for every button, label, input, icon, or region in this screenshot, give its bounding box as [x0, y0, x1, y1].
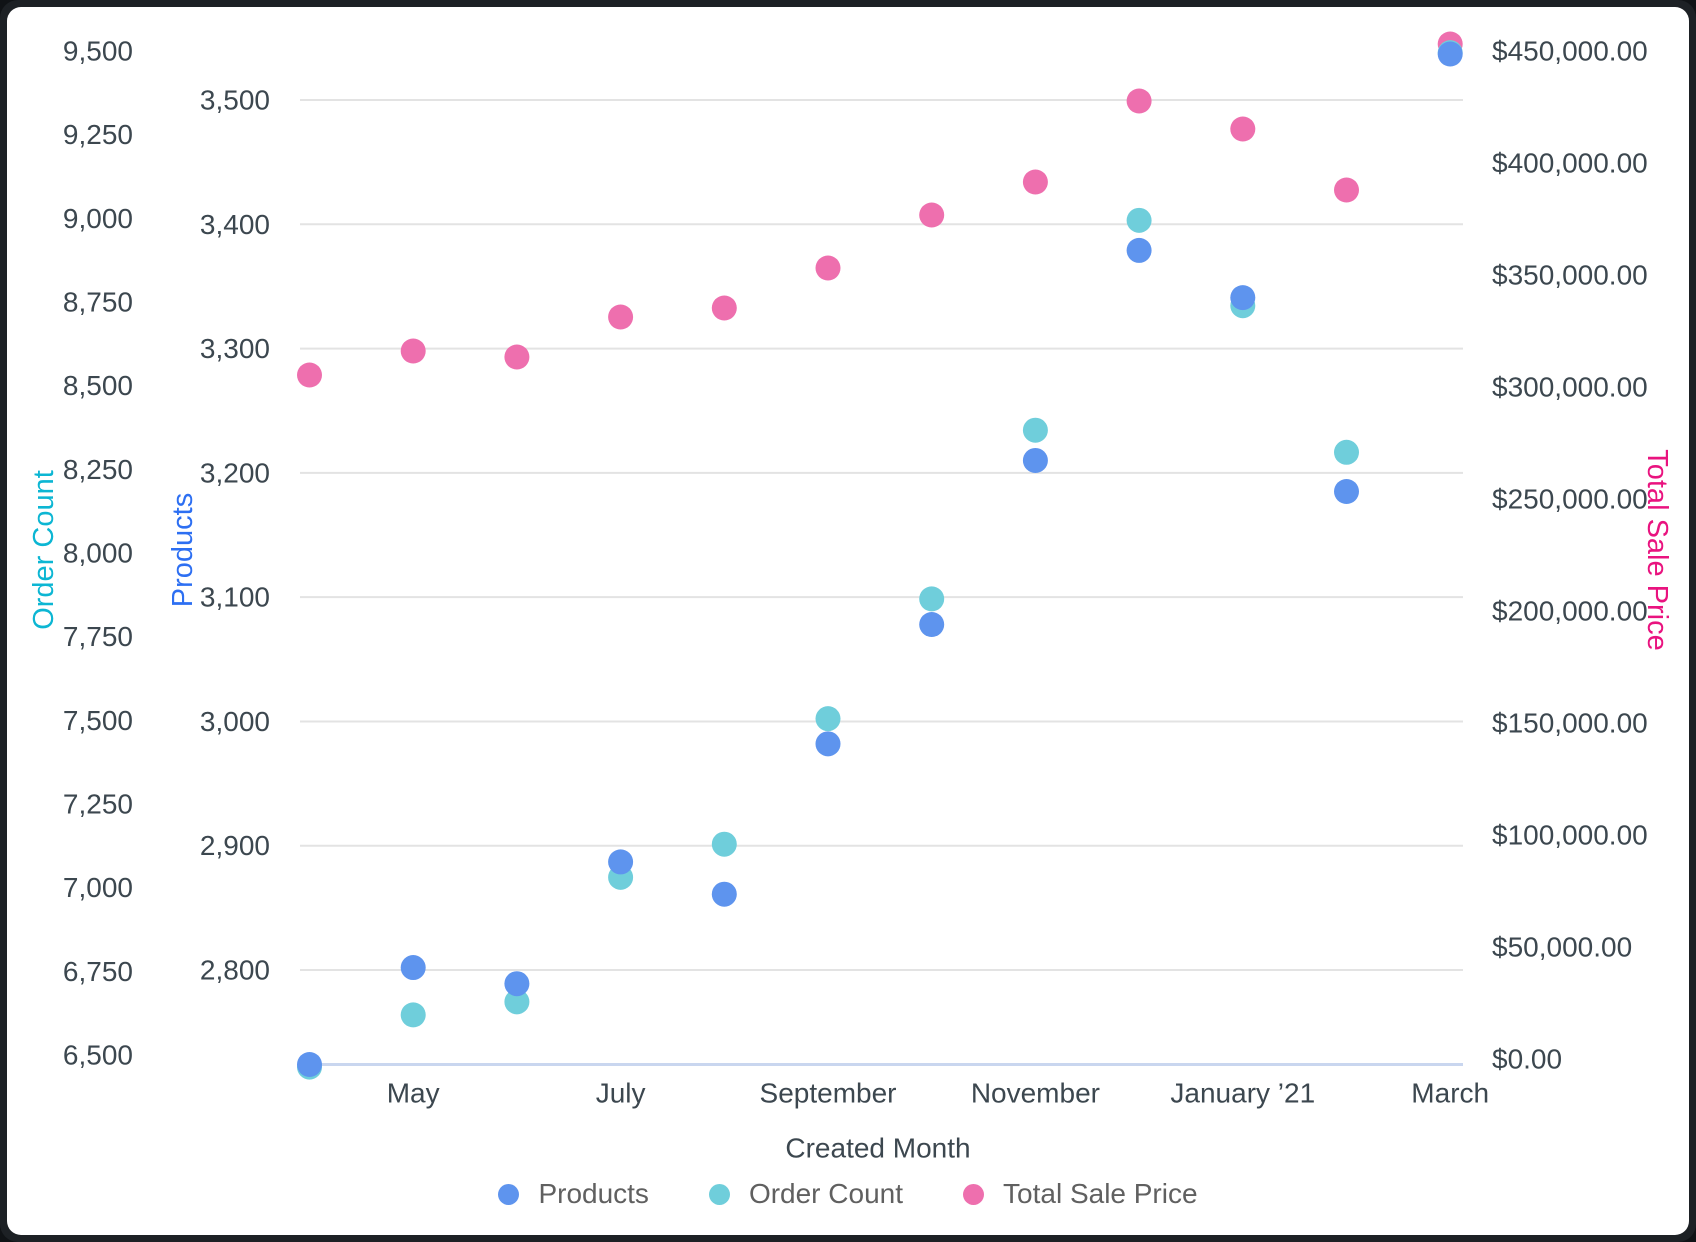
- data-point-total-sale-price[interactable]: [711, 295, 737, 321]
- total-sale-price-tick-label: $300,000.00: [1492, 372, 1648, 403]
- data-point-products[interactable]: [919, 612, 945, 638]
- x-tick-label: July: [596, 1078, 646, 1109]
- data-point-products[interactable]: [1126, 237, 1152, 263]
- order-count-tick-label: 7,250: [63, 789, 133, 820]
- data-point-total-sale-price[interactable]: [504, 344, 530, 370]
- total-sale-price-tick-label: $400,000.00: [1492, 148, 1648, 179]
- data-point-products[interactable]: [297, 1051, 322, 1077]
- total-sale-price-tick-label: $450,000.00: [1492, 36, 1648, 67]
- data-point-order-count[interactable]: [1334, 439, 1359, 465]
- products-tick-label: 3,000: [200, 706, 270, 737]
- legend-dot-icon: [963, 1183, 985, 1205]
- data-point-order-count[interactable]: [919, 586, 945, 612]
- x-tick-label: May: [387, 1078, 440, 1109]
- products-axis-title: Products: [167, 493, 199, 607]
- order-count-tick-label: 7,000: [63, 872, 133, 903]
- products-tick-label: 3,100: [200, 582, 270, 613]
- products-tick-label: 3,200: [200, 457, 270, 488]
- data-point-order-count[interactable]: [711, 831, 737, 857]
- order-count-tick-label: 8,250: [63, 454, 133, 485]
- order-count-tick-label: 9,000: [63, 203, 133, 234]
- products-tick-label: 3,500: [200, 85, 270, 116]
- data-point-products[interactable]: [608, 849, 634, 875]
- total-sale-price-tick-label: $200,000.00: [1492, 596, 1648, 627]
- legend-item-order-count[interactable]: Order Count: [708, 1178, 904, 1210]
- data-point-total-sale-price[interactable]: [919, 202, 945, 228]
- total-sale-price-tick-label: $350,000.00: [1492, 260, 1648, 291]
- order-count-tick-label: 9,500: [63, 36, 133, 67]
- total-sale-price-tick-label: $250,000.00: [1492, 484, 1648, 515]
- data-point-order-count[interactable]: [504, 989, 530, 1015]
- data-point-products[interactable]: [400, 955, 426, 981]
- data-point-products[interactable]: [1022, 447, 1048, 473]
- data-point-products[interactable]: [815, 731, 841, 757]
- order-count-tick-label: 8,000: [63, 538, 133, 569]
- total-sale-price-tick-label: $150,000.00: [1492, 708, 1648, 739]
- order-count-tick-label: 8,500: [63, 370, 133, 401]
- legend-item-products[interactable]: Products: [498, 1178, 649, 1210]
- legend-dot-icon: [708, 1183, 730, 1205]
- data-point-order-count[interactable]: [1126, 207, 1152, 233]
- products-tick-label: 2,800: [200, 955, 270, 986]
- chart-card: [7, 7, 1689, 1235]
- data-point-total-sale-price[interactable]: [400, 338, 426, 364]
- x-tick-label: January ’21: [1170, 1078, 1315, 1109]
- order-count-tick-label: 6,500: [63, 1040, 133, 1071]
- data-point-total-sale-price[interactable]: [1230, 116, 1256, 142]
- data-point-total-sale-price[interactable]: [1334, 177, 1359, 203]
- x-tick-label: March: [1411, 1078, 1489, 1109]
- order-count-tick-label: 9,250: [63, 119, 133, 150]
- x-tick-label: September: [760, 1078, 897, 1109]
- data-point-total-sale-price[interactable]: [815, 255, 841, 281]
- legend-label: Products: [538, 1178, 649, 1209]
- data-point-order-count[interactable]: [400, 1002, 426, 1028]
- x-tick-label: November: [971, 1078, 1100, 1109]
- order-count-tick-label: 7,750: [63, 621, 133, 652]
- legend-dot-icon: [498, 1183, 520, 1205]
- order-count-tick-label: 8,750: [63, 287, 133, 318]
- total-sale-price-tick-label: $0.00: [1492, 1044, 1562, 1075]
- legend-item-total-sale-price[interactable]: Total Sale Price: [963, 1178, 1198, 1210]
- data-point-total-sale-price[interactable]: [297, 362, 322, 388]
- data-point-total-sale-price[interactable]: [1022, 169, 1048, 195]
- products-tick-label: 2,900: [200, 830, 270, 861]
- x-axis-title: Created Month: [785, 1133, 970, 1164]
- order-count-tick-label: 6,750: [63, 956, 133, 987]
- data-point-total-sale-price[interactable]: [1126, 88, 1152, 114]
- data-point-order-count[interactable]: [1022, 417, 1048, 443]
- total-sale-price-tick-label: $50,000.00: [1492, 932, 1632, 963]
- data-point-order-count[interactable]: [815, 706, 841, 732]
- total-sale-price-axis-title: Total Sale Price: [1641, 449, 1673, 651]
- data-point-products[interactable]: [1230, 285, 1256, 311]
- order-count-tick-label: 7,500: [63, 705, 133, 736]
- chart-legend: Products Order Count Total Sale Price: [0, 1178, 1696, 1210]
- data-point-total-sale-price[interactable]: [608, 304, 634, 330]
- products-tick-label: 3,300: [200, 333, 270, 364]
- total-sale-price-tick-label: $100,000.00: [1492, 820, 1648, 851]
- data-point-products[interactable]: [711, 881, 737, 907]
- legend-label: Total Sale Price: [1003, 1178, 1198, 1209]
- products-tick-label: 3,400: [200, 209, 270, 240]
- data-point-products[interactable]: [1437, 41, 1463, 67]
- legend-label: Order Count: [748, 1178, 904, 1209]
- order-count-axis-title: Order Count: [28, 470, 60, 630]
- data-point-products[interactable]: [504, 971, 530, 997]
- data-point-products[interactable]: [1334, 479, 1359, 505]
